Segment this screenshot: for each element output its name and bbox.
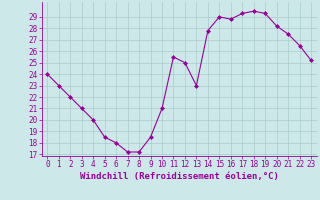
X-axis label: Windchill (Refroidissement éolien,°C): Windchill (Refroidissement éolien,°C) [80,172,279,181]
